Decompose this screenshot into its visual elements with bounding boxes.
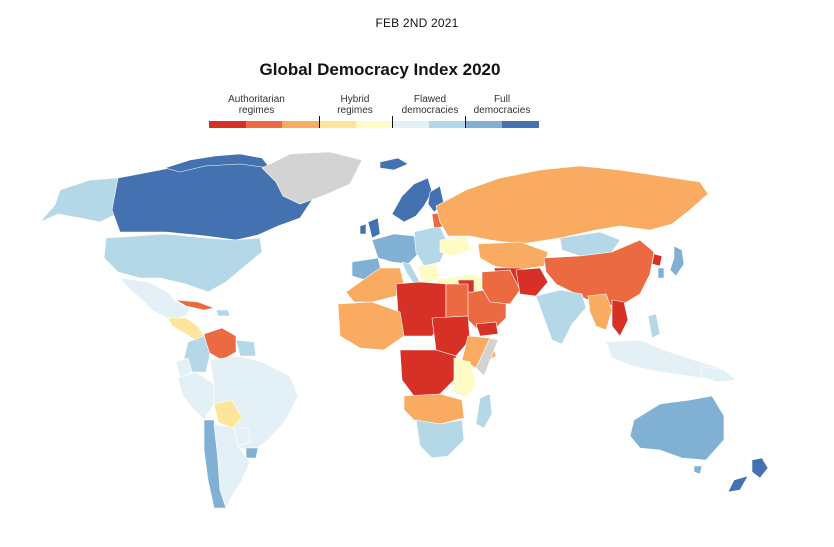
legend-swatch-5 [392, 121, 430, 128]
map-title: Global Democracy Index 2020 [259, 60, 501, 79]
legend-hybrid-bottom: regimes [337, 105, 373, 116]
legend-tick-1 [319, 116, 320, 128]
australia [629, 395, 725, 461]
new-guinea [699, 365, 737, 383]
ireland [359, 223, 367, 235]
date-label: FEB 2ND 2021 [375, 16, 459, 30]
legend-color-bar [209, 121, 540, 128]
india [535, 289, 587, 345]
legend-full-bottom: democracies [473, 105, 531, 116]
legend-label-hybrid: Hybrid regimes [329, 94, 381, 116]
mexico [119, 277, 191, 321]
bolivia [213, 399, 243, 429]
western-europe [371, 233, 421, 265]
kazakhstan [477, 241, 549, 271]
argentina [213, 423, 251, 509]
legend-swatch-0 [209, 121, 246, 128]
hispaniola [215, 309, 231, 317]
legend-label-authoritarian: Authoritarian regimes [219, 94, 294, 116]
korea-north [651, 253, 663, 267]
legend-swatch-7 [465, 121, 503, 128]
sahel-west [337, 301, 405, 351]
madagascar [475, 393, 493, 429]
legend-label-full: Full democracies [467, 94, 537, 116]
legend-hybrid-top: Hybrid [340, 94, 370, 105]
ukraine [439, 235, 473, 257]
uruguay [245, 447, 259, 459]
tasmania [693, 465, 703, 475]
usa [103, 233, 263, 293]
world-map [39, 151, 769, 509]
legend-swatch-3 [319, 121, 356, 128]
legend-swatch-6 [429, 121, 466, 128]
sudan [431, 315, 471, 357]
russia [435, 165, 709, 245]
central-africa [399, 349, 457, 397]
legend-swatch-8 [502, 121, 540, 128]
cuba [175, 299, 216, 311]
afghanistan-pakistan [515, 267, 549, 297]
somalia [475, 337, 499, 377]
legend-tick-2 [392, 116, 393, 128]
east-africa [453, 357, 477, 399]
legend-swatch-2 [282, 121, 320, 128]
philippines [647, 313, 661, 339]
alaska [39, 177, 121, 223]
scandinavia [391, 177, 433, 223]
legend-label-flawed: Flawed democracies [395, 94, 465, 116]
greenland [261, 151, 363, 205]
yemen [475, 321, 499, 337]
vietnam-laos [611, 299, 629, 337]
korea-south [657, 267, 665, 279]
new-zealand-south [727, 475, 749, 493]
china [543, 239, 655, 307]
balkans [417, 263, 441, 285]
ecuador [175, 357, 193, 379]
legend-flawed-top: Flawed [413, 94, 447, 105]
italy [401, 261, 421, 285]
southern-africa [415, 419, 465, 459]
new-zealand [751, 457, 769, 479]
guianas [235, 339, 257, 357]
peru [177, 371, 215, 421]
myanmar-se-asia [587, 293, 613, 331]
legend-authoritarian-top: Authoritarian [228, 94, 285, 105]
legend-swatch-1 [245, 121, 283, 128]
egypt [445, 283, 469, 319]
iran [481, 269, 521, 305]
legend-tick-3 [465, 116, 466, 128]
japan [669, 245, 685, 277]
legend-swatch-4 [355, 121, 393, 128]
colombia [183, 335, 211, 373]
iceland [379, 157, 409, 171]
legend-full-top: Full [493, 94, 511, 105]
angola-zambia [403, 393, 465, 425]
legend-authoritarian-bottom: regimes [238, 105, 275, 116]
arctic-islands [163, 153, 271, 173]
legend-flawed-bottom: democracies [401, 105, 459, 116]
legend: Authoritarian regimes Hybrid regimes Fla… [209, 94, 540, 134]
uk [367, 217, 381, 239]
